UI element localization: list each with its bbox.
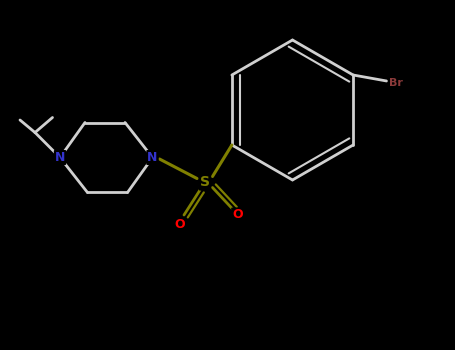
Text: S: S (200, 175, 210, 189)
Text: N: N (147, 151, 158, 164)
Text: Br: Br (389, 77, 403, 88)
Text: N: N (55, 151, 65, 164)
Text: O: O (232, 209, 243, 222)
Text: O: O (175, 218, 185, 231)
